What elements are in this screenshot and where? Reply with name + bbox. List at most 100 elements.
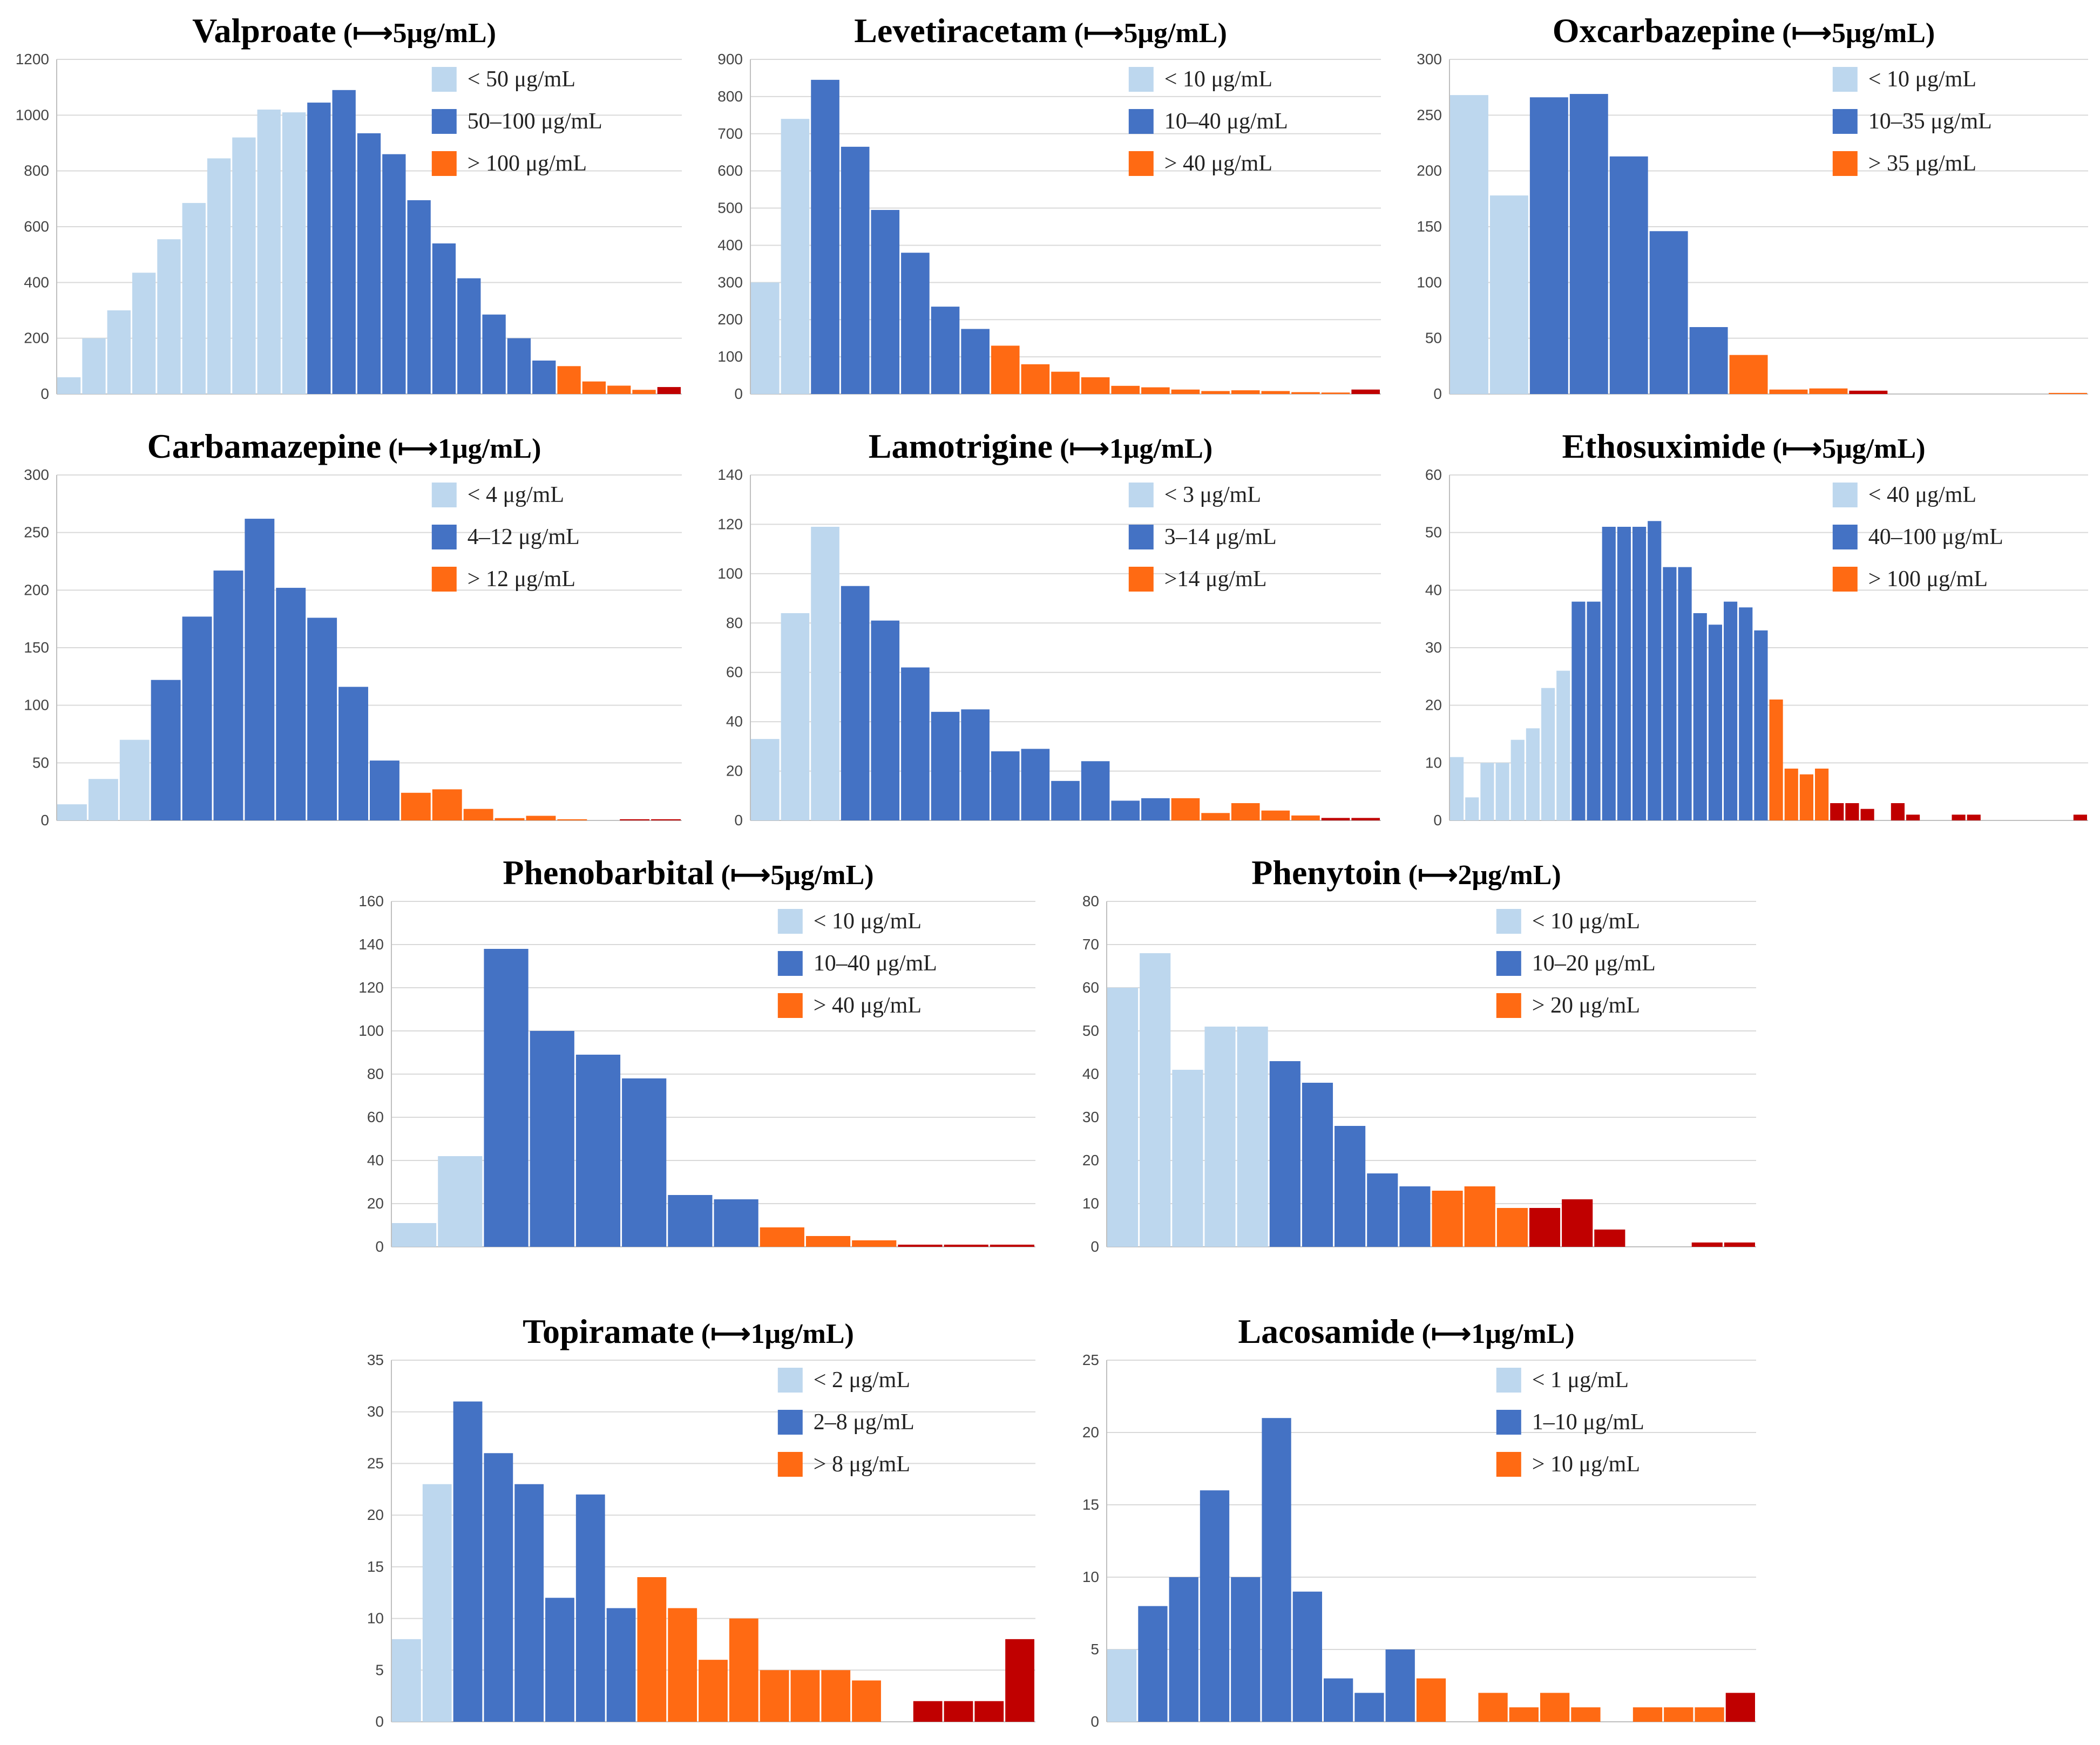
ethosuximide-bar bbox=[1952, 814, 1966, 820]
legend-swatch bbox=[431, 525, 457, 549]
ethosuximide-bar bbox=[1465, 797, 1479, 820]
topiramate-bar bbox=[514, 1484, 544, 1722]
y-tick-label: 0 bbox=[1090, 1713, 1099, 1730]
phenobarbital-bar bbox=[438, 1156, 483, 1247]
legend-swatch bbox=[1496, 1410, 1521, 1435]
y-tick-label: 0 bbox=[40, 385, 49, 402]
y-tick-label: 140 bbox=[717, 466, 743, 483]
lamotrigine-histogram: Lamotrigine (⟼1μg/mL) 0 20 40 60 80 100 120 140 <… bbox=[694, 416, 1387, 842]
y-tick-label: 20 bbox=[726, 763, 743, 779]
y-tick-label: 800 bbox=[24, 162, 49, 179]
legend-label: > 35 μg/mL bbox=[1868, 151, 1976, 176]
ethosuximide-bar bbox=[1739, 607, 1753, 820]
phenobarbital-bar bbox=[530, 1031, 574, 1247]
valproate-bar bbox=[482, 314, 506, 394]
ethosuximide-bar bbox=[1678, 567, 1692, 820]
legend-label: > 20 μg/mL bbox=[1532, 993, 1640, 1018]
phenobarbital-bar bbox=[944, 1245, 988, 1247]
legend-label: > 100 μg/mL bbox=[468, 151, 587, 176]
valproate-bar bbox=[332, 90, 356, 395]
lacosamide-bar bbox=[1632, 1707, 1663, 1722]
y-tick-label: 0 bbox=[40, 812, 49, 829]
y-tick-label: 50 bbox=[1425, 524, 1442, 541]
oxcarbazepine-bar bbox=[1609, 156, 1648, 394]
phenytoin-bar bbox=[1107, 988, 1139, 1247]
lacosamide-bar bbox=[1138, 1606, 1168, 1722]
oxcarbazepine-bar bbox=[1849, 390, 1888, 394]
legend-label: < 10 μg/mL bbox=[1532, 909, 1640, 934]
lamotrigine-bar bbox=[1201, 813, 1230, 820]
carbamazepine-svg: Carbamazepine (⟼1μg/mL) 0 50 100 150 200 250 30… bbox=[24, 427, 682, 829]
valproate-bar bbox=[207, 158, 231, 394]
topiramate-bar bbox=[392, 1639, 421, 1722]
y-tick-label: 10 bbox=[367, 1610, 384, 1627]
valproate-bar bbox=[82, 338, 106, 394]
y-tick-label: 5 bbox=[1090, 1641, 1099, 1658]
lamotrigine-bar bbox=[1291, 815, 1320, 820]
lamotrigine-bar bbox=[751, 739, 780, 820]
phenobarbital-bar bbox=[852, 1240, 897, 1247]
legend-label: > 40 μg/mL bbox=[1164, 151, 1272, 176]
levetiracetam-bar bbox=[1171, 389, 1200, 394]
y-tick-label: 140 bbox=[358, 936, 384, 953]
legend-swatch bbox=[1832, 151, 1858, 176]
legend-label: 2–8 μg/mL bbox=[814, 1410, 914, 1435]
levetiracetam-svg: Levetiracetam (⟼5μg/mL) 0 100 200 300 400 500 6… bbox=[717, 11, 1381, 402]
levetiracetam-bar bbox=[841, 146, 870, 394]
phenobarbital-bar bbox=[760, 1227, 804, 1247]
levetiracetam-bar bbox=[781, 119, 810, 394]
topiramate-bar bbox=[760, 1670, 789, 1722]
ethosuximide-bar bbox=[1845, 803, 1859, 820]
y-tick-label: 20 bbox=[367, 1195, 384, 1212]
legend-label: 10–20 μg/mL bbox=[1532, 951, 1656, 976]
ethosuximide-histogram: Ethosuximide (⟼5μg/mL) 0 10 20 30 40 50 60 < 40 … bbox=[1393, 416, 2095, 842]
phenytoin-bar bbox=[1237, 1027, 1268, 1247]
carbamazepine-bar bbox=[307, 617, 337, 820]
carbamazepine-bar bbox=[370, 761, 399, 820]
y-tick-label: 35 bbox=[367, 1352, 384, 1368]
legend-swatch bbox=[1496, 1368, 1521, 1393]
carbamazepine-bar bbox=[338, 687, 368, 820]
lamotrigine-bar bbox=[871, 620, 900, 820]
legend-label: > 10 μg/mL bbox=[1532, 1452, 1640, 1477]
levetiracetam-title: Levetiracetam (⟼5μg/mL) bbox=[854, 11, 1227, 50]
topiramate-bar bbox=[729, 1618, 758, 1722]
topiramate-bar bbox=[606, 1608, 636, 1722]
y-tick-label: 0 bbox=[734, 812, 743, 829]
phenytoin-bar bbox=[1367, 1173, 1398, 1247]
y-tick-label: 50 bbox=[32, 754, 49, 771]
levetiracetam-bar bbox=[901, 253, 930, 394]
valproate-bar bbox=[457, 278, 481, 394]
carbamazepine-bar bbox=[651, 819, 681, 820]
oxcarbazepine-bar bbox=[1689, 327, 1728, 394]
legend-label: > 100 μg/mL bbox=[1868, 567, 1988, 592]
phenytoin-bar bbox=[1399, 1186, 1431, 1247]
lamotrigine-bar bbox=[991, 751, 1020, 820]
y-tick-label: 800 bbox=[717, 88, 743, 105]
legend-swatch bbox=[1832, 67, 1858, 92]
y-tick-label: 30 bbox=[367, 1403, 384, 1420]
topiramate-bar bbox=[699, 1660, 728, 1722]
legend-label: < 40 μg/mL bbox=[1868, 483, 1976, 507]
y-tick-label: 50 bbox=[1082, 1022, 1099, 1039]
ethosuximide-bar bbox=[1815, 769, 1829, 820]
lamotrigine-bar bbox=[811, 527, 839, 820]
legend-label: < 3 μg/mL bbox=[1164, 483, 1261, 507]
topiramate-bar bbox=[1005, 1639, 1034, 1722]
legend-swatch bbox=[1496, 951, 1521, 976]
legend-swatch bbox=[431, 109, 457, 134]
phenytoin-bar bbox=[1724, 1242, 1755, 1247]
y-tick-label: 120 bbox=[358, 979, 384, 996]
phenytoin-bar bbox=[1496, 1208, 1528, 1247]
legend-label: > 12 μg/mL bbox=[468, 567, 575, 592]
y-tick-label: 400 bbox=[24, 274, 49, 290]
lamotrigine-bar bbox=[1141, 798, 1170, 820]
phenobarbital-bar bbox=[805, 1236, 851, 1247]
valproate-svg: Valproate (⟼5μg/mL) 0 200 400 600 800 1000 1200… bbox=[16, 11, 682, 402]
phenytoin-bar bbox=[1464, 1186, 1495, 1247]
carbamazepine-bar bbox=[119, 739, 150, 820]
y-tick-label: 1000 bbox=[16, 106, 49, 123]
valproate-bar bbox=[57, 377, 81, 394]
lamotrigine-bar bbox=[961, 709, 990, 820]
ethosuximide-bar bbox=[1510, 739, 1525, 820]
